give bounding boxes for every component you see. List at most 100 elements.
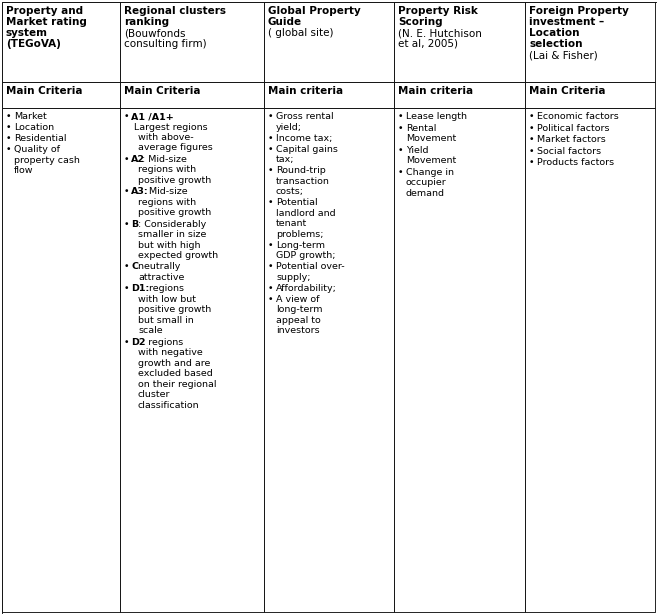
Text: et al, 2005): et al, 2005) <box>398 39 458 49</box>
Text: Main Criteria: Main Criteria <box>6 86 83 96</box>
Text: (N. E. Hutchison: (N. E. Hutchison <box>398 28 482 38</box>
Text: (TEGoVA): (TEGoVA) <box>6 39 61 49</box>
Bar <box>394 2 525 82</box>
Text: Market: Market <box>14 112 47 121</box>
Text: regions with: regions with <box>138 198 196 207</box>
Text: •: • <box>268 144 273 154</box>
Text: system: system <box>6 28 48 38</box>
Text: Capital gains: Capital gains <box>276 144 338 154</box>
Text: •: • <box>268 284 273 293</box>
Text: ranking: ranking <box>124 17 169 27</box>
Text: consulting firm): consulting firm) <box>124 39 206 49</box>
Text: •: • <box>124 284 129 293</box>
Text: •: • <box>6 134 12 143</box>
Text: on their regional: on their regional <box>138 379 217 389</box>
Text: Lease length: Lease length <box>406 112 467 121</box>
Bar <box>264 2 394 82</box>
Text: A view of: A view of <box>276 295 319 304</box>
Text: Quality of: Quality of <box>14 145 60 154</box>
Text: investment –: investment – <box>529 17 604 27</box>
Text: Change in: Change in <box>406 168 454 177</box>
Text: Guide: Guide <box>268 17 302 27</box>
Text: selection: selection <box>529 39 583 49</box>
Text: Market factors: Market factors <box>537 135 606 144</box>
Text: transaction: transaction <box>276 177 330 185</box>
Text: average figures: average figures <box>138 144 213 152</box>
Text: Property Risk: Property Risk <box>398 6 478 16</box>
Text: Political factors: Political factors <box>537 123 610 133</box>
Text: but small in: but small in <box>138 316 194 325</box>
Text: : regions: : regions <box>139 338 183 346</box>
Text: Largest regions: Largest regions <box>131 123 208 131</box>
Text: Income tax;: Income tax; <box>276 133 332 142</box>
Text: •: • <box>6 112 12 121</box>
Text: : Considerably: : Considerably <box>135 220 206 228</box>
Text: landlord and: landlord and <box>276 209 336 217</box>
Text: A3:: A3: <box>131 187 148 196</box>
Bar <box>120 2 264 82</box>
Text: •: • <box>529 135 535 144</box>
Text: costs;: costs; <box>276 187 304 196</box>
Text: •: • <box>529 147 535 156</box>
Text: flow: flow <box>14 166 34 175</box>
Text: with above-: with above- <box>138 133 194 142</box>
Text: Location: Location <box>529 28 579 38</box>
Text: positive growth: positive growth <box>138 208 212 217</box>
Text: Main Criteria: Main Criteria <box>529 86 606 96</box>
Text: Market rating: Market rating <box>6 17 87 27</box>
Text: ( global site): ( global site) <box>268 28 334 38</box>
Text: positive growth: positive growth <box>138 305 212 314</box>
Text: smaller in size: smaller in size <box>138 230 206 239</box>
Text: Economic factors: Economic factors <box>537 112 619 121</box>
Text: D2: D2 <box>131 338 145 346</box>
Text: Gross rental: Gross rental <box>276 112 334 121</box>
Text: •: • <box>529 123 535 133</box>
Text: Affordability;: Affordability; <box>276 284 337 293</box>
Text: classification: classification <box>138 400 200 410</box>
Text: •: • <box>268 241 273 250</box>
Text: •: • <box>398 123 403 133</box>
Text: occupier: occupier <box>406 178 447 187</box>
Text: •: • <box>268 133 273 142</box>
Text: excluded based: excluded based <box>138 369 213 378</box>
Text: problems;: problems; <box>276 230 323 239</box>
Text: Yield: Yield <box>406 146 428 155</box>
Text: D1:: D1: <box>131 284 149 293</box>
Bar <box>120 108 264 612</box>
Bar <box>394 82 525 108</box>
Text: Main Criteria: Main Criteria <box>124 86 200 96</box>
Bar <box>525 108 655 612</box>
Text: B: B <box>131 220 138 228</box>
Text: •: • <box>268 198 273 207</box>
Text: Main criteria: Main criteria <box>268 86 343 96</box>
Text: property cash: property cash <box>14 155 80 165</box>
Text: •: • <box>268 262 273 271</box>
Text: •: • <box>124 112 129 121</box>
Text: Residential: Residential <box>14 134 66 143</box>
Text: Property and: Property and <box>6 6 83 16</box>
Text: •: • <box>124 155 129 164</box>
Text: •: • <box>268 295 273 304</box>
Text: yield;: yield; <box>276 123 302 131</box>
Text: with negative: with negative <box>138 348 203 357</box>
Text: regions: regions <box>143 284 185 293</box>
Text: long-term: long-term <box>276 305 323 314</box>
Text: Location: Location <box>14 123 54 132</box>
Text: •: • <box>398 112 403 121</box>
Text: GDP growth;: GDP growth; <box>276 251 336 260</box>
Text: regions with: regions with <box>138 165 196 174</box>
Text: Movement: Movement <box>406 134 456 143</box>
Text: A2: A2 <box>131 155 145 164</box>
Text: •: • <box>398 168 403 177</box>
Bar <box>2 82 120 108</box>
Text: growth and are: growth and are <box>138 359 210 368</box>
Text: demand: demand <box>406 188 445 198</box>
Text: Global Property: Global Property <box>268 6 361 16</box>
Bar <box>525 82 655 108</box>
Text: Movement: Movement <box>406 156 456 165</box>
Bar <box>525 2 655 82</box>
Text: Long-term: Long-term <box>276 241 325 250</box>
Text: scale: scale <box>138 326 163 335</box>
Text: •: • <box>124 220 129 228</box>
Text: •: • <box>268 112 273 121</box>
